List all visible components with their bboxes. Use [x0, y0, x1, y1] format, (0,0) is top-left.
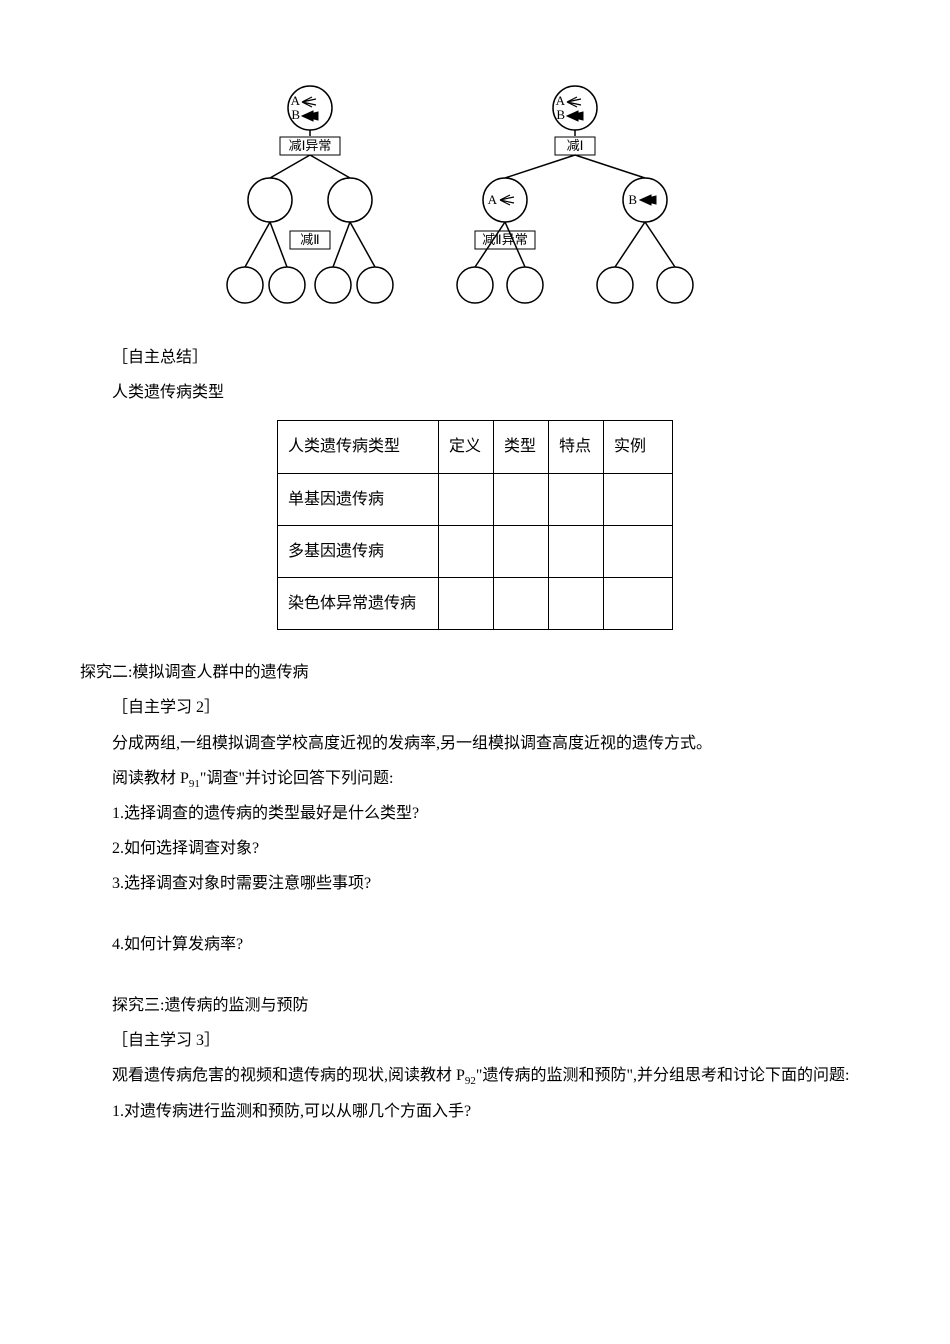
- th-kind: 类型: [494, 421, 549, 473]
- svg-text:A: A: [488, 192, 498, 207]
- th-type: 人类遗传病类型: [278, 421, 439, 473]
- inquiry3-title: 探究三:遗传病的监测与预防: [80, 988, 870, 1023]
- i3a: 观看遗传病危害的视频和遗传病的现状,阅读教材 P: [112, 1067, 465, 1084]
- svg-text:减Ⅰ异常: 减Ⅰ异常: [289, 138, 332, 153]
- svg-text:B: B: [628, 192, 637, 207]
- svg-text:A: A: [291, 93, 301, 108]
- i3sub: 92: [465, 1076, 476, 1088]
- svg-text:B: B: [291, 107, 300, 122]
- svg-text:A: A: [556, 93, 566, 108]
- table-cell: [604, 525, 673, 577]
- inquiry2-q1: 1.选择调查的遗传病的类型最好是什么类型?: [80, 796, 870, 831]
- svg-text:B: B: [556, 107, 565, 122]
- table-cell: [549, 473, 604, 525]
- inquiry2-sub: ［自主学习 2］: [80, 690, 870, 725]
- i3b: "遗传病的监测和预防",并分组思考和讨论下面的问题:: [476, 1067, 850, 1084]
- table-cell: [494, 525, 549, 577]
- th-def: 定义: [439, 421, 494, 473]
- table-cell: [549, 525, 604, 577]
- table-row: 单基因遗传病: [278, 473, 673, 525]
- dash-1: [80, 902, 866, 928]
- table-cell: [439, 577, 494, 629]
- heading-summary: ［自主总结］: [80, 340, 870, 375]
- heading-types: 人类遗传病类型: [80, 375, 870, 410]
- table-cell: 单基因遗传病: [278, 473, 439, 525]
- table-cell: [549, 577, 604, 629]
- inquiry2-q4: 4.如何计算发病率?: [80, 927, 870, 962]
- table-cell: 染色体异常遗传病: [278, 577, 439, 629]
- inquiry3-intro: 观看遗传病危害的视频和遗传病的现状,阅读教材 P92"遗传病的监测和预防",并分…: [80, 1058, 870, 1093]
- inquiry3-sub: ［自主学习 3］: [80, 1023, 870, 1058]
- table-cell: [604, 473, 673, 525]
- svg-text:减Ⅱ: 减Ⅱ: [300, 232, 319, 247]
- read-text: 阅读教材 P: [112, 770, 189, 787]
- th-ex: 实例: [604, 421, 673, 473]
- meiosis-diagram: AB减Ⅰ异常减ⅡAB减ⅠAB减Ⅱ异常: [80, 80, 870, 310]
- disease-types-table: 人类遗传病类型 定义 类型 特点 实例 单基因遗传病多基因遗传病染色体异常遗传病: [277, 420, 673, 630]
- table-header-row: 人类遗传病类型 定义 类型 特点 实例: [278, 421, 673, 473]
- table-row: 染色体异常遗传病: [278, 577, 673, 629]
- svg-text:减Ⅰ: 减Ⅰ: [567, 138, 584, 153]
- table-cell: 多基因遗传病: [278, 525, 439, 577]
- inquiry2-q3: 3.选择调查对象时需要注意哪些事项?: [80, 866, 870, 901]
- table-cell: [494, 577, 549, 629]
- inquiry2-intro: 分成两组,一组模拟调查学校高度近视的发病率,另一组模拟调查高度近视的遗传方式。: [80, 726, 870, 761]
- table-cell: [494, 473, 549, 525]
- inquiry2-read: 阅读教材 P91"调查"并讨论回答下列问题:: [80, 761, 870, 796]
- th-feat: 特点: [549, 421, 604, 473]
- table-cell: [439, 473, 494, 525]
- read-sub: 91: [189, 778, 200, 790]
- table-row: 多基因遗传病: [278, 525, 673, 577]
- table-cell: [604, 577, 673, 629]
- dash-2: [80, 962, 866, 988]
- table-cell: [439, 525, 494, 577]
- inquiry2-q2: 2.如何选择调查对象?: [80, 831, 870, 866]
- inquiry3-q1: 1.对遗传病进行监测和预防,可以从哪几个方面入手?: [80, 1094, 870, 1129]
- inquiry2-title: 探究二:模拟调查人群中的遗传病: [80, 655, 870, 690]
- read-tail: "调查"并讨论回答下列问题:: [200, 770, 394, 787]
